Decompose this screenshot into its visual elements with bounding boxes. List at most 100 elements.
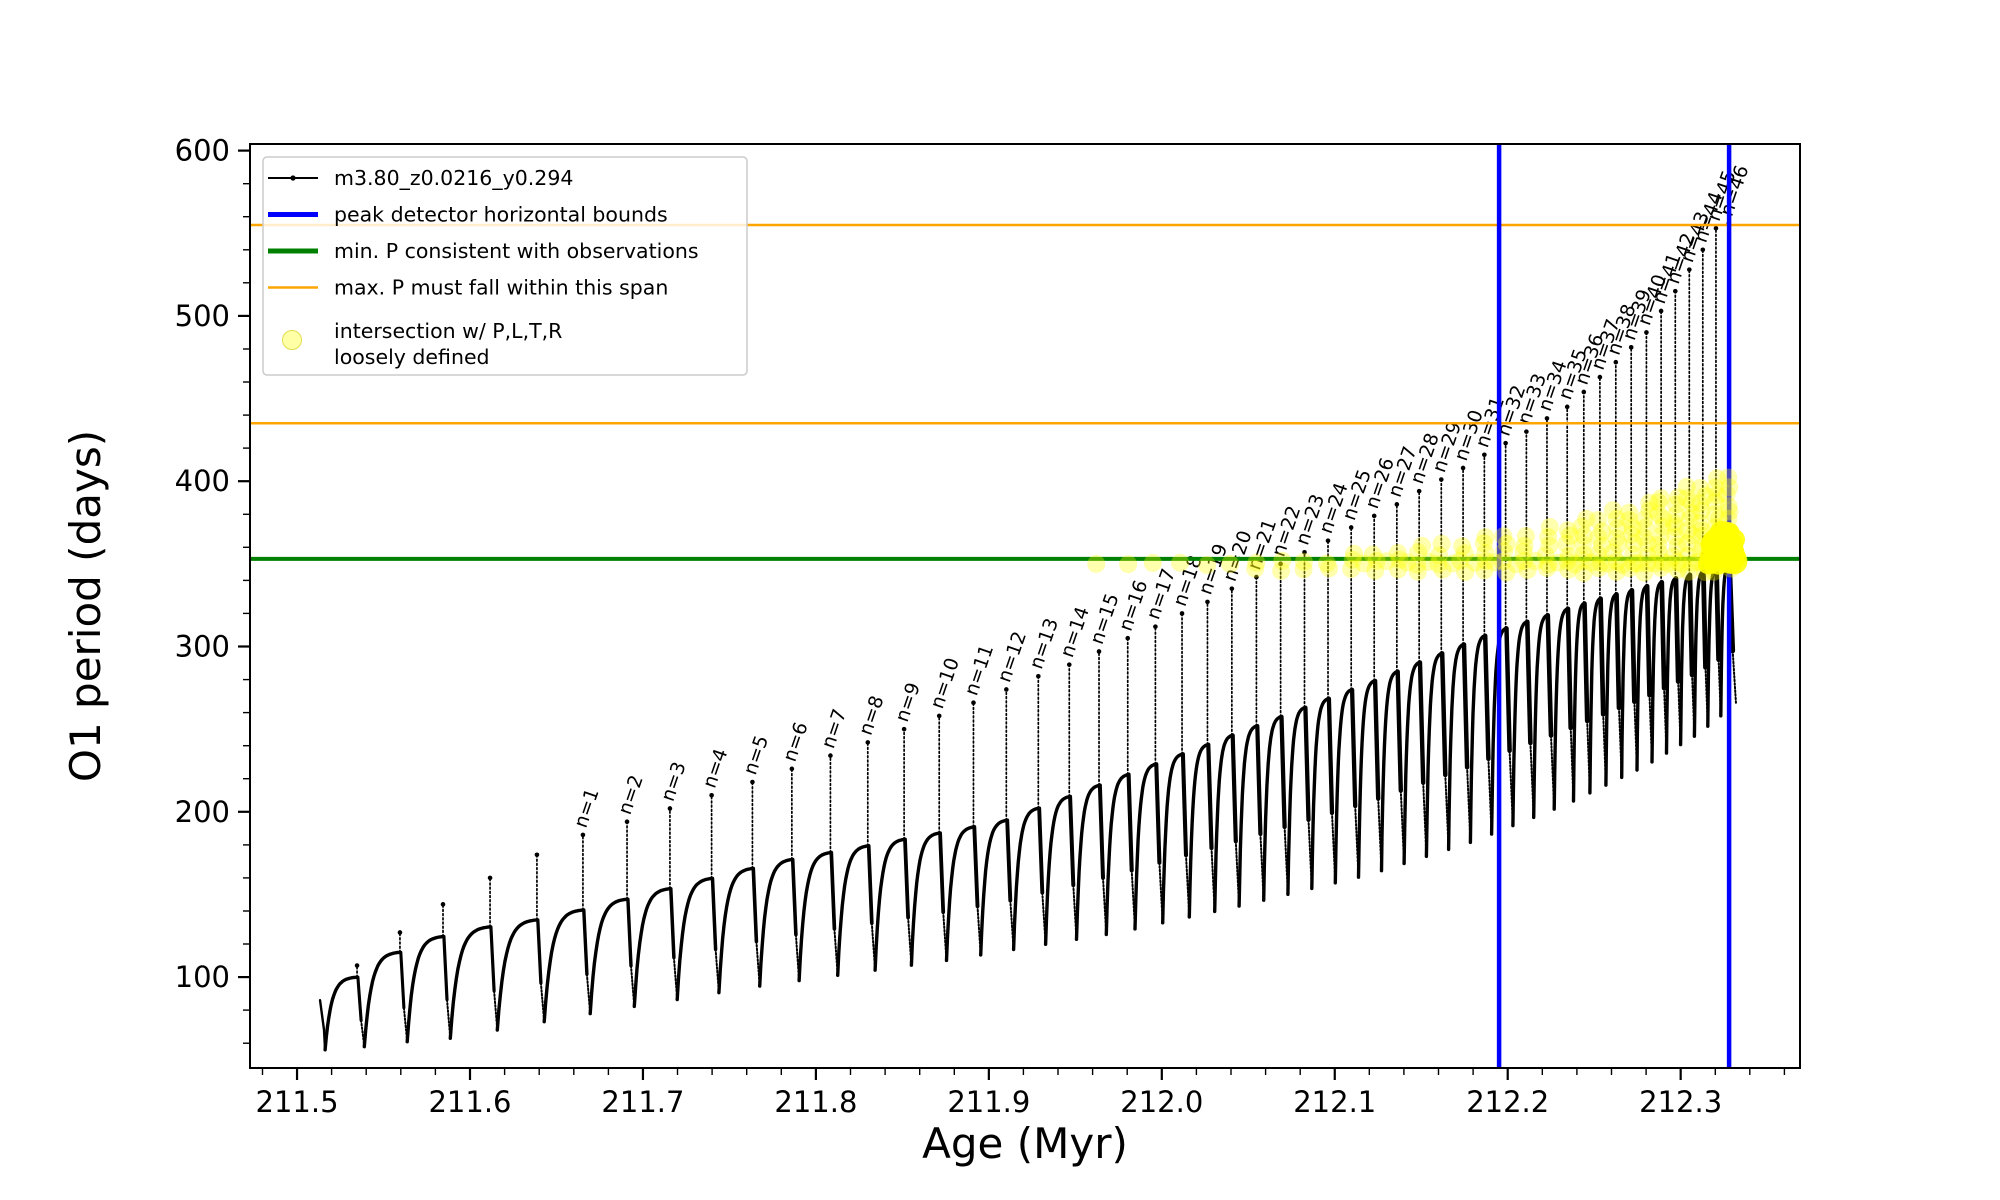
yellow-dot bbox=[1659, 554, 1678, 573]
yellow-dot bbox=[1495, 542, 1514, 561]
tail-upper bbox=[1037, 806, 1045, 895]
tail-upper bbox=[1097, 783, 1105, 880]
yellow-dot bbox=[1691, 494, 1710, 513]
tail-upper bbox=[1598, 596, 1606, 717]
spike-top-dot bbox=[1096, 649, 1102, 654]
spike-top-dot bbox=[828, 753, 833, 758]
tail-upper bbox=[829, 850, 837, 931]
tail-upper bbox=[626, 897, 633, 968]
yellow-dot bbox=[1342, 560, 1361, 578]
yellow-dot bbox=[1598, 554, 1617, 573]
yellow-dot bbox=[1620, 503, 1639, 522]
yellow-dot bbox=[1497, 534, 1516, 553]
yellow-dot bbox=[1649, 535, 1668, 554]
spike-top-dot bbox=[1524, 429, 1529, 434]
spike-top-dot bbox=[1004, 687, 1009, 692]
tail-upper bbox=[1629, 587, 1637, 705]
x-tick-label: 211.7 bbox=[601, 1085, 684, 1119]
yellow-dot bbox=[1345, 544, 1363, 563]
spike-top-dot bbox=[865, 740, 871, 745]
yellow-dot bbox=[1636, 518, 1655, 537]
yellow-dot bbox=[1573, 535, 1592, 554]
tail-upper bbox=[669, 886, 676, 960]
spike-label: n=13 bbox=[1025, 615, 1063, 671]
spike-top-dot bbox=[580, 832, 586, 838]
yellow-dot bbox=[1453, 537, 1472, 556]
y-tick-label: 300 bbox=[175, 629, 230, 663]
yellow-dot bbox=[1669, 488, 1688, 507]
x-tick-label: 212.1 bbox=[1293, 1085, 1376, 1119]
yellow-dot bbox=[1119, 555, 1138, 574]
yellow-dot bbox=[1651, 527, 1670, 545]
yellow-dot bbox=[1320, 559, 1339, 578]
y-tick-label: 100 bbox=[175, 960, 230, 994]
tail-upper bbox=[442, 934, 449, 1002]
yellow-dot bbox=[1572, 517, 1591, 536]
yellow-dot bbox=[1653, 517, 1672, 536]
yellow-dot bbox=[1719, 497, 1738, 516]
yellow-dot bbox=[1485, 553, 1504, 572]
spike-top-dot bbox=[936, 713, 942, 719]
yellow-dot bbox=[1691, 479, 1710, 497]
yellow-dot bbox=[1143, 554, 1162, 572]
yellow-dot bbox=[1717, 485, 1736, 504]
yellow-dot bbox=[1649, 493, 1668, 512]
tail-upper bbox=[399, 950, 406, 1010]
yellow-dot bbox=[1654, 509, 1673, 528]
yellow-dot bbox=[1708, 532, 1732, 556]
spike-top-dot bbox=[1687, 267, 1692, 272]
spike-top-dot bbox=[1205, 599, 1210, 605]
yellow-dot bbox=[1666, 495, 1685, 514]
yellow-dot bbox=[1620, 511, 1639, 529]
yellow-dot bbox=[1390, 550, 1409, 569]
spike-label: n=7 bbox=[817, 706, 851, 751]
spike-top-dot bbox=[1628, 345, 1634, 350]
yellow-dot bbox=[1638, 546, 1657, 565]
yellow-dot bbox=[1559, 547, 1578, 565]
yellow-dot bbox=[1603, 501, 1622, 520]
yellow-dot bbox=[1536, 546, 1555, 564]
spike-top-dot bbox=[1713, 226, 1719, 231]
yellow-dot bbox=[1677, 489, 1696, 508]
yellow-dot bbox=[1589, 545, 1608, 563]
tail-upper bbox=[1482, 633, 1491, 762]
x-tick-label: 211.6 bbox=[428, 1085, 511, 1119]
tail-upper bbox=[1525, 619, 1533, 746]
yellow-dot bbox=[1697, 552, 1720, 575]
yellow-dot bbox=[1625, 534, 1643, 553]
yellow-dot bbox=[1272, 561, 1291, 580]
yellow-dot bbox=[1317, 554, 1336, 573]
yellow-dot bbox=[1723, 549, 1740, 567]
yellow-dot bbox=[1666, 505, 1685, 524]
yellow-dot bbox=[1683, 526, 1702, 545]
yellow-dot bbox=[1539, 555, 1558, 574]
yellow-scatter-layer bbox=[1087, 468, 1748, 582]
yellow-dot bbox=[1574, 526, 1593, 545]
yellow-dot bbox=[1198, 556, 1216, 574]
plot-frame bbox=[249, 143, 1801, 1069]
yellow-dot bbox=[1668, 552, 1687, 571]
yellow-dot bbox=[1607, 509, 1626, 528]
yellow-dot bbox=[1507, 555, 1526, 574]
yellow-dot bbox=[1708, 469, 1726, 488]
yellow-dot bbox=[1574, 551, 1593, 570]
yellow-dot bbox=[1474, 534, 1493, 553]
y-axis-label: O1 period (days) bbox=[61, 430, 110, 782]
yellow-dot bbox=[1706, 493, 1725, 512]
y-tick-label: 500 bbox=[175, 299, 230, 333]
yellow-dot bbox=[1588, 511, 1607, 530]
yellow-dot bbox=[1649, 543, 1668, 562]
yellow-dot bbox=[1677, 477, 1696, 496]
yellow-dot bbox=[1413, 536, 1431, 555]
reference-line-layer bbox=[250, 144, 1800, 1068]
x-tick-label: 212.3 bbox=[1639, 1085, 1722, 1119]
spike-top-dot bbox=[1644, 330, 1649, 335]
yellow-dot bbox=[1514, 542, 1533, 561]
yellow-dot bbox=[1246, 559, 1265, 578]
x-tick-label: 211.5 bbox=[256, 1085, 339, 1119]
spike-label: n=1 bbox=[570, 786, 604, 831]
legend-swatch-marker bbox=[282, 330, 302, 350]
tail-upper bbox=[1439, 651, 1448, 778]
yellow-dot bbox=[1623, 518, 1642, 537]
